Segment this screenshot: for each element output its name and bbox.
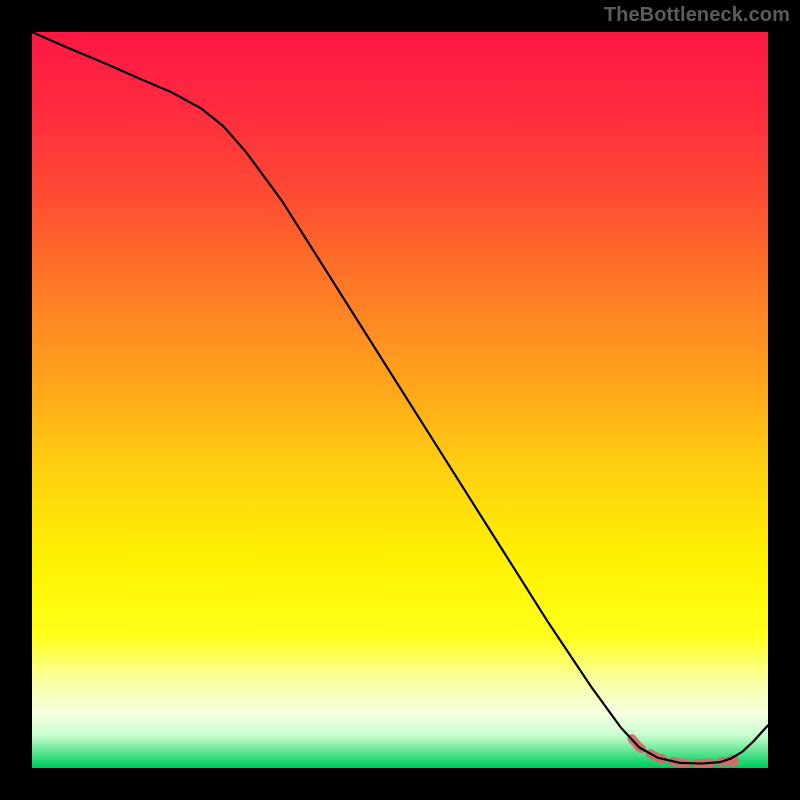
chart-frame: TheBottleneck.com [0,0,800,800]
gradient-background [32,32,768,768]
bottleneck-chart [0,0,800,800]
watermark-text: TheBottleneck.com [604,4,790,27]
